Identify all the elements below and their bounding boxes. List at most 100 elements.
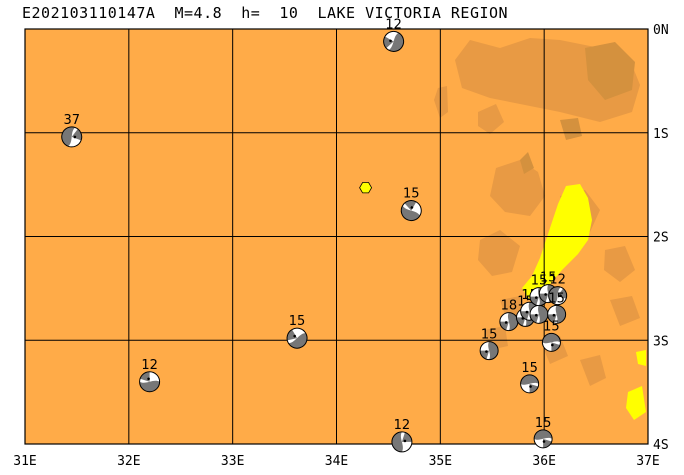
terrain-patch [478, 230, 520, 276]
beachball-outline [520, 374, 540, 394]
beachball-compression [401, 432, 412, 442]
event-depth-label: 15 [540, 271, 557, 286]
event-depth-label: 18 [501, 299, 518, 314]
beachball-compression [520, 311, 530, 320]
axis-labels: 31E 32E 33E 34E 35E 36E 37E 0N 1S 2S 3S 4S [13, 23, 668, 469]
beachball-outline [541, 332, 561, 352]
focal-mechanism [541, 332, 561, 352]
lon-tick-label: 35E [429, 454, 452, 469]
beachball-compression [529, 383, 539, 393]
lon-tick-label: 34E [325, 454, 348, 469]
beachball-compression [538, 305, 548, 324]
event-depth-label: 12 [394, 418, 411, 433]
beachball-axis-dot [147, 377, 150, 381]
beachball-compression [555, 305, 566, 324]
terrain-patch [490, 160, 545, 216]
beachball-compression [488, 341, 499, 360]
lat-tick-label: 1S [653, 127, 669, 142]
beachball-axis-dot [544, 293, 547, 296]
focal-mechanism [533, 429, 553, 449]
beachball-compression [539, 293, 549, 303]
beachball-axis-dot [389, 39, 392, 43]
focal-mechanism [479, 341, 499, 361]
beachball-axis-dot [551, 343, 554, 347]
lon-tick-label: 33E [221, 454, 244, 469]
event-depth-label: 15 [403, 187, 420, 202]
lat-tick-label: 0N [653, 23, 669, 38]
terrain-patch [585, 42, 635, 100]
terrain-patch [580, 355, 606, 386]
focal-mechanism [391, 431, 413, 453]
epicenter-marker [359, 182, 373, 194]
focal-mechanism [286, 327, 308, 349]
beachball-compression [520, 374, 539, 385]
event-depth-label: 15 [543, 319, 560, 334]
lon-tick-label: 36E [532, 454, 555, 469]
beachball-axis-dot [559, 294, 562, 298]
beachball-outline [391, 431, 413, 453]
beachball-compression [542, 333, 561, 344]
beachball-compression [499, 321, 509, 331]
lat-tick-label: 3S [653, 334, 669, 349]
focal-mechanism [547, 304, 567, 324]
event-depth-label: 37 [63, 113, 80, 128]
beachball-compression [480, 350, 490, 360]
beachball-axis-dot [542, 440, 546, 443]
beachball-outline [400, 200, 422, 222]
beachball-compression [516, 317, 526, 326]
events-layer: 371215151212151815151515151215151515 [61, 17, 568, 453]
beachball-compression [551, 342, 560, 352]
terrain-patch [434, 86, 448, 118]
beachball-compression [543, 438, 552, 448]
beachball-compression [534, 429, 553, 440]
lon-tick-label: 37E [636, 454, 659, 469]
beachball-outline [61, 126, 83, 148]
focal-mechanism [499, 312, 519, 332]
terrain-patch [478, 104, 504, 134]
beachball-axis-dot [529, 385, 532, 388]
beachball-outline [547, 304, 567, 324]
beachball-axis-dot [485, 350, 488, 353]
lat-tick-label: 2S [653, 231, 669, 246]
beachball-compression [140, 371, 150, 382]
beachball-axis-dot [403, 439, 407, 443]
event-depth-label: 15 [481, 328, 498, 343]
map-frame [24, 28, 649, 445]
beachball-axis-dot [504, 321, 508, 324]
beachball-compression [404, 200, 417, 211]
focal-mechanism [400, 200, 422, 222]
event-depth-label: 12 [385, 17, 402, 32]
map-title: E202103110147A M=4.8 h= 10 LAKE VICTORIA… [22, 4, 509, 22]
beachball-axis-dot [525, 310, 529, 314]
beachball-compression [529, 314, 539, 323]
event-depth-label: 12 [549, 273, 566, 288]
focal-mechanism [139, 371, 161, 393]
beachball-outline [479, 341, 499, 361]
terrain-patch [610, 296, 640, 326]
focal-mechanism [383, 30, 405, 52]
terrain-patch [520, 152, 534, 174]
beachball-axis-dot [410, 206, 414, 209]
focal-mechanism [529, 304, 549, 324]
beachball-axis-dot [534, 313, 538, 317]
beachball-outline [548, 286, 568, 306]
beachball-compression [547, 314, 557, 323]
focal-mechanism [520, 374, 540, 394]
terrain-patch [522, 184, 592, 300]
event-depth-label: 15 [535, 416, 552, 431]
beachball-axis-dot [73, 135, 77, 139]
beachball-compression [139, 380, 160, 392]
terrain-patch [626, 386, 646, 420]
focal-mechanism [548, 286, 568, 306]
beachball-compression [288, 333, 308, 349]
beachball-axis-dot [552, 313, 556, 317]
terrain-patch [560, 118, 582, 140]
beachball-compression [383, 36, 394, 49]
beachball-outline [139, 371, 161, 393]
beachball-compression [507, 312, 518, 331]
beachball-compression [401, 205, 420, 221]
beachball-outline [533, 429, 553, 449]
lon-tick-label: 31E [13, 454, 36, 469]
beachball-outline [383, 30, 405, 52]
